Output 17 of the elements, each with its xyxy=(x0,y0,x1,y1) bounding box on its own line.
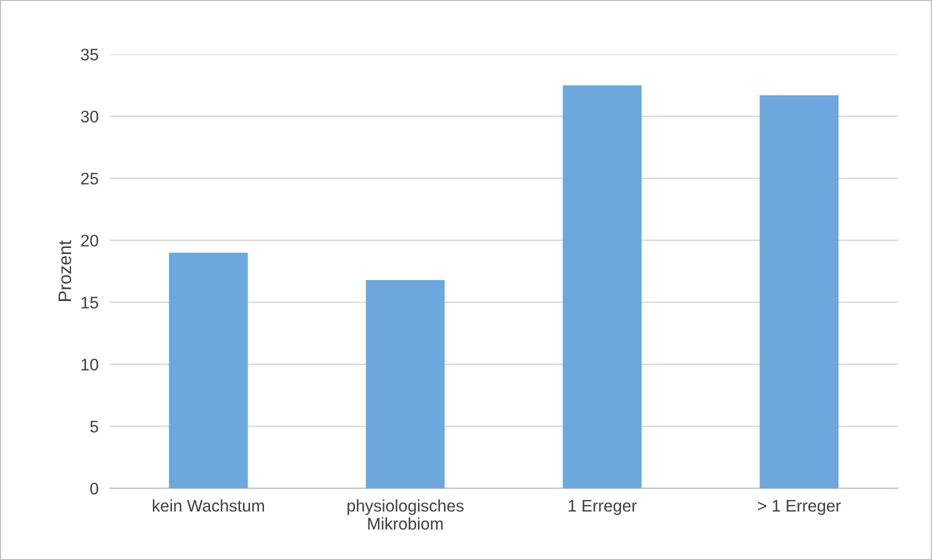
y-tick-label: 25 xyxy=(81,172,98,185)
y-tick-label: 5 xyxy=(90,420,98,433)
y-tick-label: 0 xyxy=(90,482,98,495)
y-tick-label: 30 xyxy=(80,110,98,123)
bar xyxy=(562,85,642,488)
y-tick-label: 15 xyxy=(82,296,98,309)
y-tick-label: 20 xyxy=(81,234,98,247)
x-tick-label: physiologisches Mikrobiom xyxy=(348,499,464,530)
y-tick-label: 35 xyxy=(80,48,98,61)
x-tick-label: kein Wachstum xyxy=(152,499,264,512)
y-axis-title: Prozent xyxy=(58,240,72,301)
bar xyxy=(760,95,838,488)
x-tick-label: > 1 Erreger xyxy=(758,500,841,515)
bar xyxy=(169,252,248,488)
x-tick-label: 1 Erreger xyxy=(568,500,637,515)
bar xyxy=(366,280,445,488)
y-tick-label: 10 xyxy=(82,358,98,371)
